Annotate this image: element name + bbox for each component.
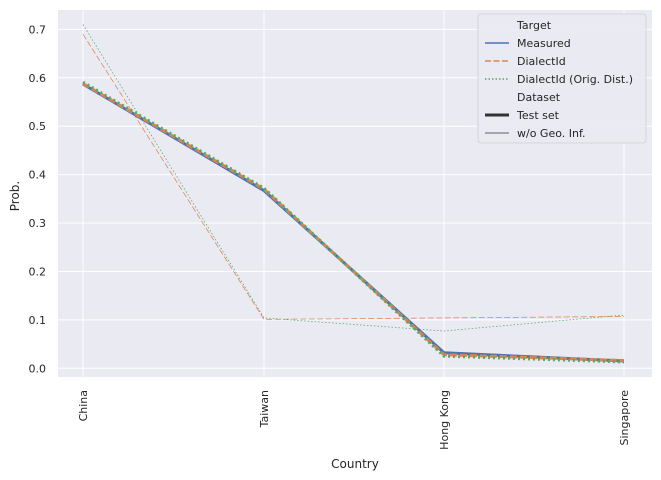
series-line-dialectid-orig-dist-wo-geo-inf	[82, 24, 625, 332]
y-tick-label: 0.6	[29, 72, 47, 85]
y-tick-label: 0.2	[29, 265, 47, 278]
y-tick-label: 0.7	[29, 23, 47, 36]
series-line-dialectid-orig-dist-test-set	[82, 80, 625, 364]
y-tick-label: 0.3	[29, 217, 47, 230]
series-lines	[82, 24, 625, 364]
y-tick-label: 0.1	[29, 314, 47, 327]
legend-nogeo-label: w/o Geo. Inf.	[517, 127, 586, 140]
x-axis: China Taiwan Hong Kong Singapore	[77, 390, 631, 450]
legend-dialectid-orig-label: DialectId (Orig. Dist.)	[517, 73, 633, 86]
legend-dataset-title: Dataset	[517, 91, 561, 104]
legend-target-title: Target	[516, 19, 552, 32]
y-axis-label: Prob.	[8, 181, 22, 211]
x-tick-label: Taiwan	[258, 390, 271, 428]
legend-measured-label: Measured	[517, 37, 571, 50]
y-tick-label: 0.5	[29, 120, 47, 133]
legend-box	[477, 13, 647, 144]
x-tick-label: China	[77, 390, 90, 421]
x-tick-label: Hong Kong	[438, 390, 451, 450]
x-tick-label: Singapore	[618, 390, 631, 446]
y-tick-label: 0.4	[29, 169, 47, 182]
y-axis: 0.0 0.1 0.2 0.3 0.4 0.5 0.6 0.7	[29, 23, 47, 375]
legend: Target Measured DialectId DialectId (Ori…	[477, 13, 647, 144]
y-tick-label: 0.0	[29, 362, 47, 375]
series-line-dialectid-wo-geo-inf	[82, 34, 625, 320]
x-axis-label: Country	[331, 457, 379, 471]
legend-testset-label: Test set	[516, 109, 560, 122]
legend-dialectid-label: DialectId	[517, 55, 566, 68]
